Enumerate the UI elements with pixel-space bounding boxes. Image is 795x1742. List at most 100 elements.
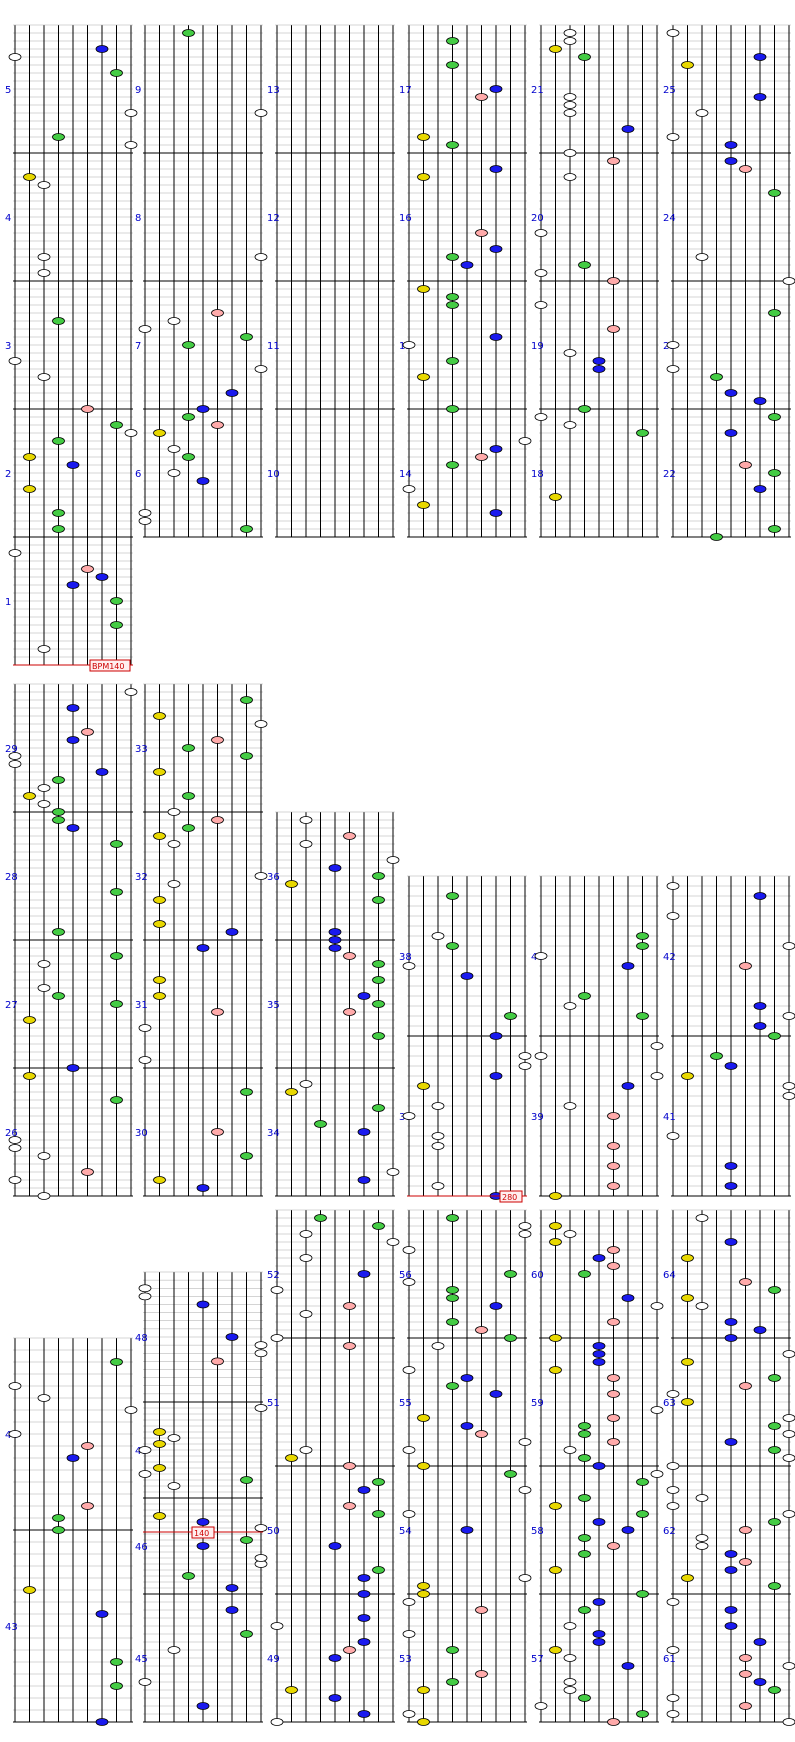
- note: [343, 1462, 356, 1470]
- note: [328, 1542, 342, 1550]
- note: [768, 309, 781, 317]
- note: [489, 1072, 503, 1080]
- note: [167, 445, 181, 453]
- note: [417, 1718, 430, 1726]
- note: [138, 509, 152, 517]
- note: [710, 533, 723, 541]
- note: [328, 944, 342, 952]
- chart-column: 18 19 20 21: [531, 24, 659, 538]
- note: [578, 1430, 591, 1438]
- note: [167, 840, 181, 848]
- note: [153, 832, 166, 840]
- measure-number: 36: [267, 872, 280, 883]
- note: [768, 1032, 781, 1040]
- note: [518, 1230, 532, 1238]
- note: [417, 501, 430, 509]
- note: [768, 1686, 781, 1694]
- note: [66, 1454, 80, 1462]
- note: [95, 573, 109, 581]
- measure-number: 8: [135, 213, 141, 224]
- note: [621, 1294, 635, 1302]
- note: [592, 357, 606, 365]
- note: [695, 1542, 709, 1550]
- note: [372, 976, 385, 984]
- note: [110, 1096, 123, 1104]
- note: [402, 1710, 416, 1718]
- note: [402, 1446, 416, 1454]
- measure-number: 50: [267, 1526, 280, 1537]
- note: [153, 1464, 166, 1472]
- note: [768, 469, 781, 477]
- note: [446, 357, 459, 365]
- note: [124, 1406, 138, 1414]
- note: [182, 453, 195, 461]
- note: [153, 768, 166, 776]
- note: [549, 1238, 562, 1246]
- note: [285, 880, 298, 888]
- measure-number: 13: [267, 85, 280, 96]
- note: [110, 597, 123, 605]
- note: [225, 928, 239, 936]
- chart-column: 10 11 12 13: [267, 24, 395, 538]
- note: [66, 1064, 80, 1072]
- note: [372, 1510, 385, 1518]
- note: [66, 581, 80, 589]
- note: [666, 1598, 680, 1606]
- note: [23, 1586, 36, 1594]
- note: [592, 1638, 606, 1646]
- note: [446, 1286, 459, 1294]
- measure-number: 21: [531, 85, 544, 96]
- note: [124, 141, 138, 149]
- note: [578, 261, 591, 269]
- note: [8, 760, 22, 768]
- note: [225, 1333, 239, 1341]
- bpm-marker-text-start: BPM140: [92, 662, 124, 671]
- note: [153, 1428, 166, 1436]
- note: [138, 1056, 152, 1064]
- note: [563, 37, 577, 45]
- note: [724, 429, 738, 437]
- note: [372, 1478, 385, 1486]
- note: [666, 1646, 680, 1654]
- note: [417, 1082, 430, 1090]
- note: [650, 1042, 664, 1050]
- note: [343, 1646, 356, 1654]
- note: [372, 1000, 385, 1008]
- note: [182, 413, 195, 421]
- measure-number: 60: [531, 1270, 544, 1281]
- note: [196, 1518, 210, 1526]
- note: [563, 1678, 577, 1686]
- measure-number: 25: [663, 85, 676, 96]
- note: [607, 1718, 620, 1726]
- note: [753, 1022, 767, 1030]
- note: [357, 1270, 371, 1278]
- note: [240, 752, 253, 760]
- note: [81, 565, 94, 573]
- chart-column: 53 54 55 56: [399, 1209, 532, 1726]
- note: [52, 437, 65, 445]
- note: [549, 493, 562, 501]
- note: [460, 261, 474, 269]
- measure-number: 48: [135, 1333, 148, 1344]
- note: [666, 1462, 680, 1470]
- measure-number: 56: [399, 1270, 412, 1281]
- note: [621, 1082, 635, 1090]
- note: [724, 389, 738, 397]
- note: [592, 1350, 606, 1358]
- note: [328, 936, 342, 944]
- note: [460, 1526, 474, 1534]
- note: [254, 365, 268, 373]
- note: [402, 1510, 416, 1518]
- note: [724, 1566, 738, 1574]
- note: [211, 1357, 224, 1366]
- note: [196, 1542, 210, 1550]
- chart-column: 49 50 51 52: [267, 1209, 400, 1726]
- note: [254, 1524, 268, 1532]
- measure-number: 30: [135, 1128, 148, 1139]
- note: [240, 1630, 253, 1638]
- note: [270, 1718, 284, 1726]
- note: [666, 1486, 680, 1494]
- note: [753, 1002, 767, 1010]
- note: [592, 1254, 606, 1262]
- note: [372, 1104, 385, 1112]
